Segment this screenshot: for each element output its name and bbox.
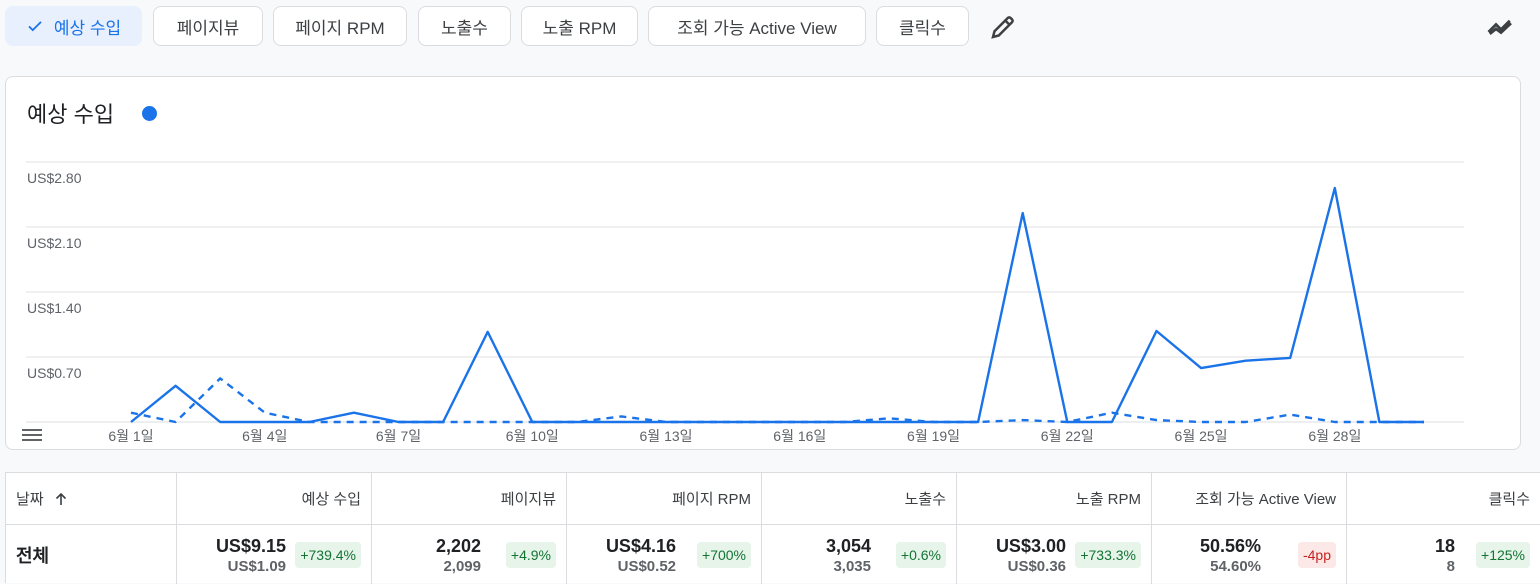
chart-title: 예상 수입 (27, 102, 115, 127)
previous-value: US$0.52 (617, 558, 676, 575)
current-value: US$9.15 (215, 536, 286, 556)
column-header-page-views[interactable]: 페이지뷰 (372, 473, 567, 525)
chip-impression-rpm[interactable]: 노출 RPM (521, 6, 638, 46)
previous-value: 2,099 (443, 558, 481, 575)
trend-lines-icon[interactable] (1486, 12, 1516, 42)
total-cell-page-rpm: US$4.16 US$0.52 +700% (567, 525, 762, 584)
current-value: 18 (1434, 536, 1455, 556)
change-badge: +733.3% (1075, 542, 1141, 568)
pencil-icon[interactable] (988, 12, 1018, 42)
change-badge: +125% (1476, 542, 1530, 568)
column-header-date[interactable]: 날짜 (6, 473, 177, 525)
total-cell-page-views: 2,202 2,099 +4.9% (372, 525, 567, 584)
metric-chip-bar: 예상 수입 페이지뷰 페이지 RPM 노출수 노출 RPM 조회 가능 Acti… (0, 0, 1540, 62)
current-value: US$4.16 (605, 536, 676, 556)
change-badge: +4.9% (505, 542, 556, 568)
chip-label: 예상 수입 (53, 18, 122, 38)
earnings-chart-card: 예상 수입 US$0.70 US$1.40 US$2.10 US$2.80 6월 1일 6… (5, 76, 1521, 450)
chip-label: 클릭수 (899, 18, 946, 38)
header-label: 노출 RPM (1075, 491, 1141, 508)
header-label: 페이지뷰 (500, 491, 556, 508)
chip-page-rpm[interactable]: 페이지 RPM (273, 6, 407, 46)
chip-label: 페이지 RPM (295, 18, 385, 38)
x-tick-label: 6월 22일 (1041, 428, 1094, 444)
previous-value: 54.60% (1210, 558, 1261, 575)
current-value: 2,202 (435, 536, 481, 556)
column-header-active-view-viewable[interactable]: 조회 가능 Active View (1152, 473, 1347, 525)
total-row-label: 전체 (16, 546, 50, 566)
x-tick-label: 6월 10일 (506, 428, 559, 444)
x-tick-label: 6월 1일 (108, 428, 153, 444)
column-header-estimated-earnings[interactable]: 예상 수입 (177, 473, 372, 525)
x-tick-label: 6월 13일 (640, 428, 693, 444)
menu-lines-icon[interactable] (22, 428, 42, 444)
y-tick-label: US$0.70 (27, 365, 82, 381)
chip-page-views[interactable]: 페이지뷰 (153, 6, 263, 46)
header-label: 클릭수 (1488, 491, 1530, 508)
column-header-impressions[interactable]: 노출수 (762, 473, 957, 525)
previous-value: US$1.09 (227, 558, 286, 575)
column-header-page-rpm[interactable]: 페이지 RPM (567, 473, 762, 525)
series-color-dot (142, 106, 157, 121)
current-value: 3,054 (825, 536, 871, 556)
current-value: 50.56% (1199, 536, 1261, 556)
chip-label: 노출수 (441, 18, 488, 38)
x-tick-label: 6월 28일 (1308, 428, 1361, 444)
x-tick-label: 6월 19일 (907, 428, 960, 444)
current-value: US$3.00 (995, 536, 1066, 556)
earnings-line-chart: US$0.70 US$1.40 US$2.10 US$2.80 6월 1일 6월 4일 6월… (26, 161, 1464, 444)
change-badge: -4pp (1297, 542, 1336, 568)
column-header-clicks[interactable]: 클릭수 (1347, 473, 1540, 525)
column-header-impression-rpm[interactable]: 노출 RPM (957, 473, 1152, 525)
comparison-series-line (130, 377, 1424, 424)
previous-value: 8 (1446, 558, 1455, 575)
header-label: 날짜 (16, 491, 44, 508)
report-table: 날짜 예상 수입 페이지뷰 페이지 RPM 노출수 노출 RPM 조회 가능 A… (5, 472, 1540, 584)
total-cell-clicks: 18 8 +125% (1347, 525, 1540, 584)
chip-estimated-earnings[interactable]: 예상 수입 (5, 6, 142, 46)
total-row-label-cell: 전체 (6, 525, 177, 584)
x-tick-label: 6월 4일 (242, 428, 287, 444)
previous-value: US$0.36 (1007, 558, 1066, 575)
y-tick-label: US$2.80 (27, 170, 82, 186)
chip-clicks[interactable]: 클릭수 (876, 6, 969, 46)
chip-active-view-viewable[interactable]: 조회 가능 Active View (648, 6, 866, 46)
total-cell-impression-rpm: US$3.00 US$0.36 +733.3% (957, 525, 1152, 584)
y-tick-label: US$2.10 (27, 235, 82, 251)
chip-impressions[interactable]: 노출수 (418, 6, 511, 46)
header-label: 조회 가능 Active View (1195, 491, 1336, 508)
x-tick-label: 6월 7일 (376, 428, 421, 444)
chip-label: 조회 가능 Active View (677, 18, 837, 38)
previous-value: 3,035 (833, 558, 871, 575)
chip-label: 노출 RPM (542, 18, 617, 38)
change-badge: +739.4% (295, 542, 361, 568)
total-cell-impressions: 3,054 3,035 +0.6% (762, 525, 957, 584)
check-icon (28, 21, 42, 32)
y-tick-label: US$1.40 (27, 300, 82, 316)
change-badge: +700% (697, 542, 751, 568)
header-label: 예상 수입 (301, 491, 361, 508)
header-label: 노출수 (904, 491, 946, 508)
current-series-line (130, 186, 1424, 424)
x-tick-label: 6월 16일 (773, 428, 826, 444)
change-badge: +0.6% (895, 542, 946, 568)
arrow-up-icon (55, 492, 66, 505)
chip-label: 페이지뷰 (176, 18, 240, 38)
total-cell-active-view-viewable: 50.56% 54.60% -4pp (1152, 525, 1347, 584)
x-tick-label: 6월 25일 (1175, 428, 1228, 444)
total-cell-estimated-earnings: US$9.15 US$1.09 +739.4% (177, 525, 372, 584)
header-label: 페이지 RPM (672, 491, 751, 508)
